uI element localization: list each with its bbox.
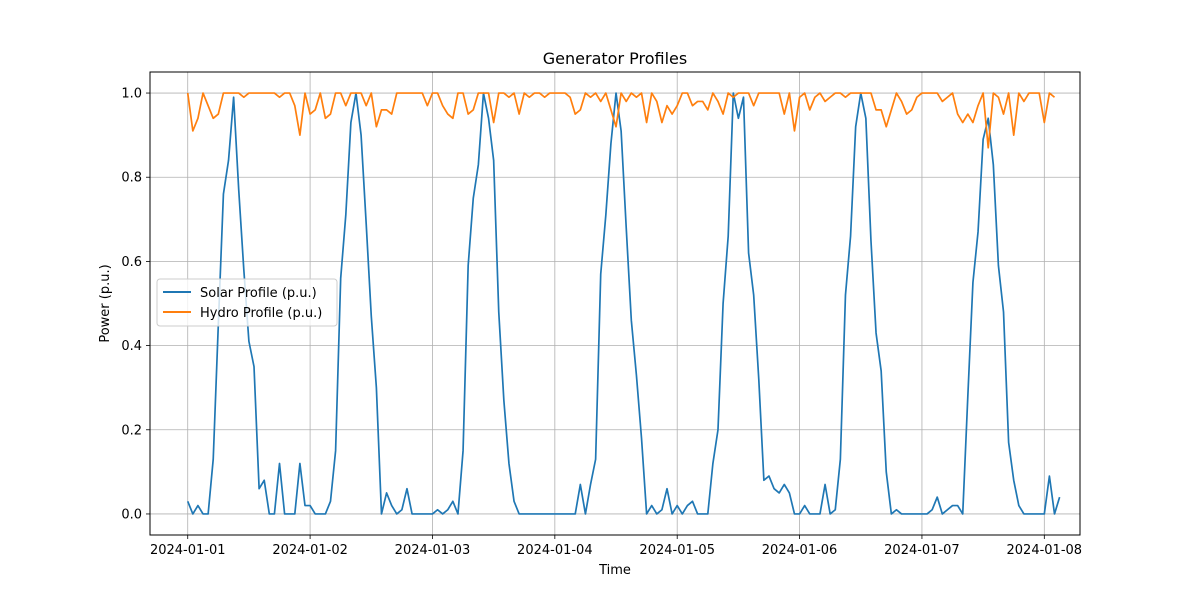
x-tick-label: 2024-01-02 [272, 543, 348, 558]
legend-label-solar: Solar Profile (p.u.) [200, 286, 317, 301]
x-tick-label: 2024-01-07 [884, 543, 960, 558]
legend-label-hydro: Hydro Profile (p.u.) [200, 306, 322, 321]
legend: Solar Profile (p.u.) Hydro Profile (p.u.… [156, 278, 338, 327]
grid [150, 72, 1080, 535]
x-tick-label: 2024-01-06 [762, 543, 838, 558]
chart-title: Generator Profiles [543, 49, 687, 68]
series-layer [186, 92, 1061, 515]
y-tick-label: 0.0 [121, 507, 142, 522]
x-tick-label: 2024-01-03 [395, 543, 471, 558]
x-tick-label: 2024-01-08 [1007, 543, 1083, 558]
x-axis: 2024-01-01 2024-01-02 2024-01-03 2024-01-04… [150, 535, 1082, 558]
plot-frame [149, 71, 1081, 536]
series-line-solar [186, 92, 1061, 515]
x-axis-label: Time [598, 563, 631, 578]
y-tick-label: 0.8 [121, 171, 142, 186]
y-tick-label: 0.6 [121, 255, 142, 270]
y-tick-label: 0.2 [121, 423, 142, 438]
y-tick-label: 1.0 [121, 87, 142, 102]
x-tick-label: 2024-01-04 [517, 543, 593, 558]
y-tick-label: 0.4 [121, 339, 142, 354]
x-tick-label: 2024-01-01 [150, 543, 226, 558]
series-line-hydro [186, 92, 1056, 149]
y-axis: 0.0 0.2 0.4 0.6 0.8 1.0 [121, 87, 150, 522]
legend-frame [156, 278, 338, 327]
y-axis-label: Power (p.u.) [98, 264, 113, 342]
x-tick-label: 2024-01-05 [639, 543, 715, 558]
